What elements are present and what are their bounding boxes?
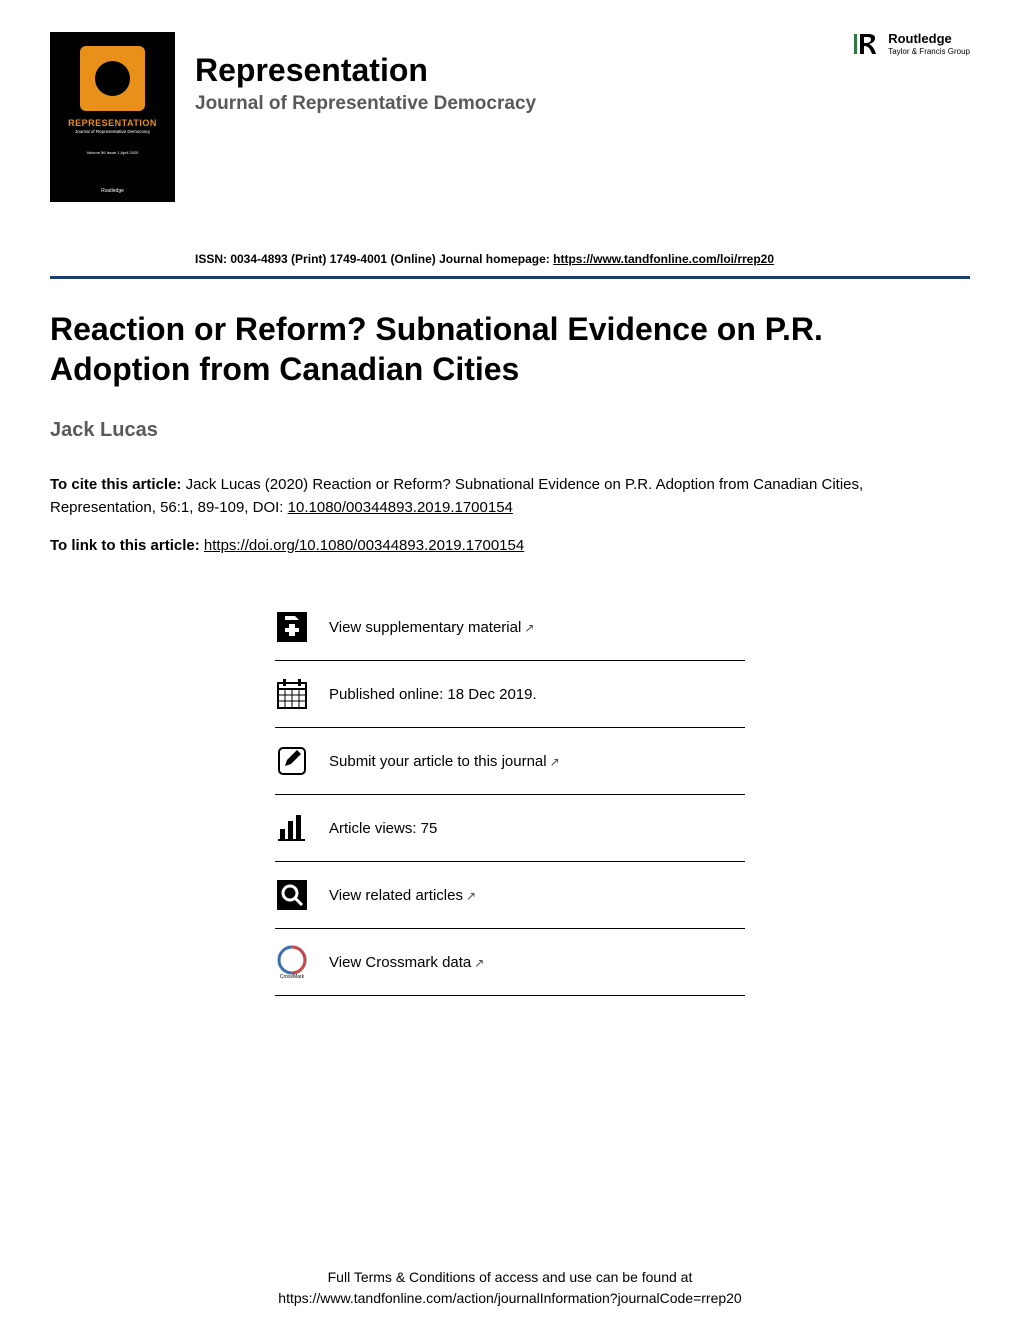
views-icon bbox=[275, 811, 309, 845]
page-container: Routledge Taylor & Francis Group REPRESE… bbox=[0, 0, 1020, 1339]
header-section: REPRESENTATION Journal of Representative… bbox=[0, 0, 1020, 266]
citation-block: To cite this article: Jack Lucas (2020) … bbox=[50, 474, 970, 519]
citation-label: To cite this article: bbox=[50, 476, 181, 493]
cover-logo-inner-icon bbox=[95, 61, 130, 96]
calendar-icon bbox=[275, 677, 309, 711]
svg-text:CrossMark: CrossMark bbox=[280, 974, 305, 979]
action-views: Article views: 75 bbox=[275, 795, 745, 862]
content-section: Reaction or Reform? Subnational Evidence… bbox=[0, 279, 1020, 996]
submit-icon bbox=[275, 744, 309, 778]
link-label: To link to this article: bbox=[50, 537, 204, 554]
journal-subtitle: Journal of Representative Democracy bbox=[195, 93, 970, 115]
issn-prefix: ISSN: 0034-4893 (Print) 1749-4001 (Onlin… bbox=[195, 252, 553, 266]
issn-line: ISSN: 0034-4893 (Print) 1749-4001 (Onlin… bbox=[50, 252, 970, 266]
actions-list: View supplementary material↗ bbox=[275, 594, 745, 996]
article-link-url[interactable]: https://doi.org/10.1080/00344893.2019.17… bbox=[204, 537, 524, 554]
external-link-icon: ↗ bbox=[550, 755, 560, 769]
action-text: Submit your article to this journal↗ bbox=[329, 753, 560, 770]
author-name: Jack Lucas bbox=[50, 419, 970, 442]
citation-doi-link[interactable]: 10.1080/00344893.2019.1700154 bbox=[288, 499, 513, 516]
external-link-icon: ↗ bbox=[474, 956, 484, 970]
journal-title: Representation bbox=[195, 52, 970, 89]
external-link-icon: ↗ bbox=[466, 889, 476, 903]
supplementary-icon bbox=[275, 610, 309, 644]
action-text: View supplementary material↗ bbox=[329, 619, 534, 636]
action-label: View supplementary material bbox=[329, 619, 521, 636]
footer-link[interactable]: https://www.tandfonline.com/action/journ… bbox=[0, 1288, 1020, 1309]
related-icon bbox=[275, 878, 309, 912]
article-title: Reaction or Reform? Subnational Evidence… bbox=[50, 309, 970, 389]
action-text: View Crossmark data↗ bbox=[329, 954, 484, 971]
cover-subtitle: Journal of Representative Democracy bbox=[50, 129, 175, 134]
action-crossmark[interactable]: CrossMark View Crossmark data↗ bbox=[275, 929, 745, 996]
action-related[interactable]: View related articles↗ bbox=[275, 862, 745, 929]
cover-meta: Volume 56 Issue 1 April 2020 bbox=[50, 150, 175, 155]
journal-homepage-link[interactable]: https://www.tandfonline.com/loi/rrep20 bbox=[553, 252, 774, 266]
cover-title: REPRESENTATION bbox=[50, 118, 175, 128]
footer-line1: Full Terms & Conditions of access and us… bbox=[0, 1267, 1020, 1288]
cover-logo-icon bbox=[80, 46, 145, 111]
action-published: Published online: 18 Dec 2019. bbox=[275, 661, 745, 728]
action-label: Submit your article to this journal bbox=[329, 753, 547, 770]
action-text: Published online: 18 Dec 2019. bbox=[329, 686, 537, 703]
action-label: View related articles bbox=[329, 887, 463, 904]
action-label: View Crossmark data bbox=[329, 954, 471, 971]
journal-info: Representation Journal of Representative… bbox=[195, 32, 970, 115]
action-submit[interactable]: Submit your article to this journal↗ bbox=[275, 728, 745, 795]
external-link-icon: ↗ bbox=[524, 621, 534, 635]
action-supplementary[interactable]: View supplementary material↗ bbox=[275, 594, 745, 661]
link-line: To link to this article: https://doi.org… bbox=[50, 537, 970, 554]
crossmark-icon: CrossMark bbox=[275, 945, 309, 979]
action-text: Article views: 75 bbox=[329, 820, 437, 837]
action-text: View related articles↗ bbox=[329, 887, 476, 904]
header-row: REPRESENTATION Journal of Representative… bbox=[50, 32, 970, 202]
journal-cover-thumbnail: REPRESENTATION Journal of Representative… bbox=[50, 32, 175, 202]
footer-section: Full Terms & Conditions of access and us… bbox=[0, 1267, 1020, 1309]
cover-routledge-text: Routledge bbox=[50, 188, 175, 194]
